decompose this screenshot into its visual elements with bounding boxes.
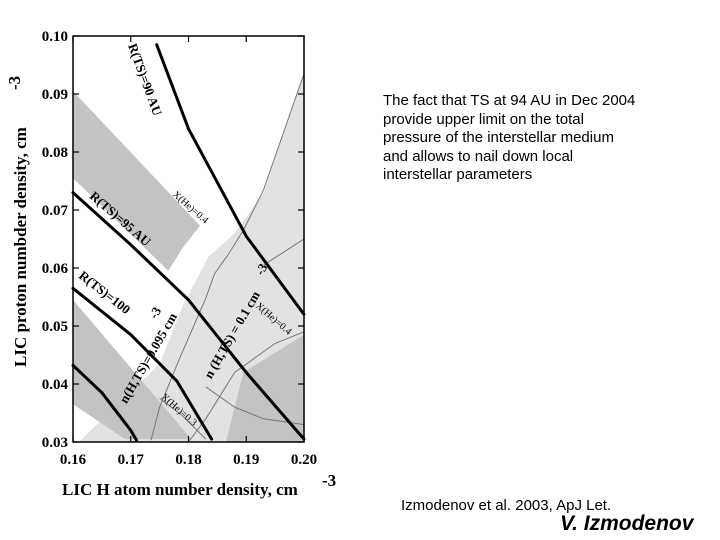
y-tick-label: 0.03 — [42, 435, 68, 451]
curve-label: R(TS)=100 — [76, 268, 133, 317]
note-line: The fact that TS at 94 AU in Dec 2004 — [383, 92, 636, 109]
x-tick-label: 0.18 — [175, 452, 201, 468]
author-name: V. Izmodenov — [560, 512, 694, 535]
note-line: and allows to nail down local — [383, 147, 574, 165]
thin-curve — [205, 386, 305, 426]
thin-curve — [150, 73, 305, 441]
thin-curve — [159, 398, 207, 440]
x-tick-label: 0.17 — [118, 452, 145, 468]
x-tick-label: 0.20 — [291, 452, 317, 468]
x-axis-title: LIC H atom number density, cm -3 — [62, 471, 336, 499]
axis-ticks: 0.16 0.17 0.18 0.19 0.20 0.03 0.04 0.05 0.06 0.07… — [42, 29, 317, 468]
y-axis-title: LIC proton numbder density, cm -3 — [5, 76, 30, 367]
thin-curves — [150, 73, 305, 443]
x-axis-label: LIC H atom number density, cm — [62, 480, 298, 499]
rts-curve — [71, 191, 306, 441]
region-dark-upper — [73, 91, 200, 271]
note-line: pressure of the interstellar medium — [383, 129, 614, 146]
y-tick-label: 0.08 — [42, 145, 68, 161]
region-dark-lower — [73, 299, 192, 440]
y-tick-label: 0.06 — [42, 261, 69, 277]
rts-curve — [71, 363, 138, 442]
x-tick-label: 0.19 — [233, 452, 259, 468]
y-tick-label: 0.05 — [42, 319, 68, 335]
thin-curve — [263, 238, 305, 266]
y-tick-label: 0.07 — [42, 203, 69, 219]
rts-curves — [71, 43, 306, 442]
y-tick-label: 0.09 — [42, 87, 68, 103]
citation: Izmodenov et al. 2003, ApJ Let. — [401, 497, 612, 514]
rts-curve — [71, 286, 214, 441]
y-axis-label: LIC proton numbder density, cm — [11, 127, 30, 367]
thin-curve — [188, 331, 305, 443]
y-tick-label: 0.10 — [42, 29, 68, 45]
y-tick-label: 0.04 — [42, 377, 69, 393]
x-axis-label-exponent: -3 — [322, 471, 336, 490]
note-line: interstellar parameters — [383, 166, 533, 183]
note-line: provide upper limit on the total — [383, 110, 584, 128]
rts-curve — [155, 43, 306, 316]
note-text: The fact that TS at 94 AU in Dec 2004 pr… — [383, 92, 703, 185]
region-light — [78, 73, 304, 442]
y-axis-label-exponent: -3 — [5, 76, 24, 90]
x-tick-label: 0.16 — [60, 452, 87, 468]
